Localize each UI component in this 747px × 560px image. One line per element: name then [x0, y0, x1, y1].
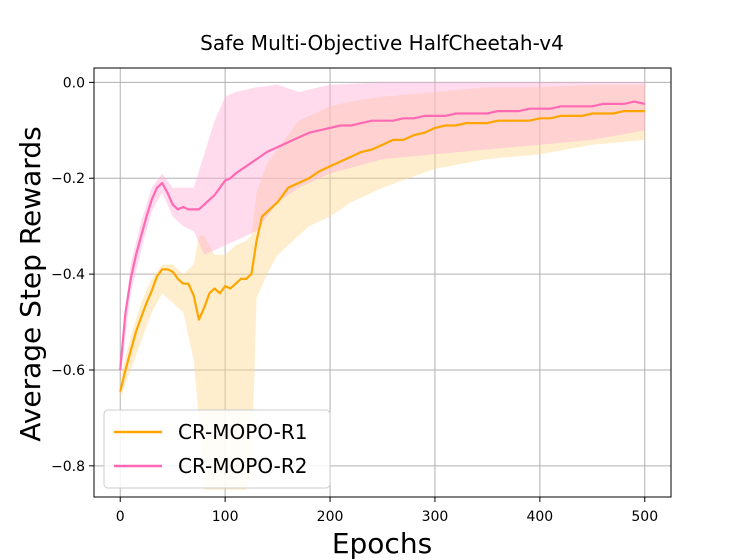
y-tick-label: −0.8	[51, 459, 85, 475]
confidence-band	[120, 84, 645, 490]
x-tick-label: 200	[317, 509, 344, 525]
x-tick-label: 300	[422, 509, 449, 525]
chart-title: Safe Multi-Objective HalfCheetah-v4	[200, 31, 564, 55]
confidence-bands	[120, 82, 645, 490]
series-line	[119, 100, 646, 371]
legend-label: CR-MOPO-R1	[178, 420, 307, 444]
series-line	[119, 109, 645, 392]
x-tick-label: 400	[526, 509, 553, 525]
x-tick-label: 500	[631, 509, 658, 525]
series-lines	[119, 100, 646, 392]
axis-ticks: 0 100 200 300 400 500 0.0 −0.2 −0.4 −0.6 −0.8	[51, 75, 658, 525]
x-tick-label: 100	[212, 509, 239, 525]
y-tick-label: 0.0	[63, 75, 85, 91]
confidence-band	[120, 82, 645, 380]
y-tick-label: −0.2	[51, 171, 85, 187]
y-axis-title: Average Step Rewards	[14, 126, 47, 441]
legend-label: CR-MOPO-R2	[178, 454, 307, 478]
y-tick-label: −0.6	[51, 363, 85, 379]
x-tick-label: 0	[116, 509, 125, 525]
legend: CR-MOPO-R1 CR-MOPO-R2	[103, 409, 331, 489]
plot-frame	[93, 67, 672, 498]
legend-box	[103, 409, 331, 489]
y-tick-label: −0.4	[51, 267, 85, 283]
x-axis-title: Epochs	[332, 527, 432, 560]
